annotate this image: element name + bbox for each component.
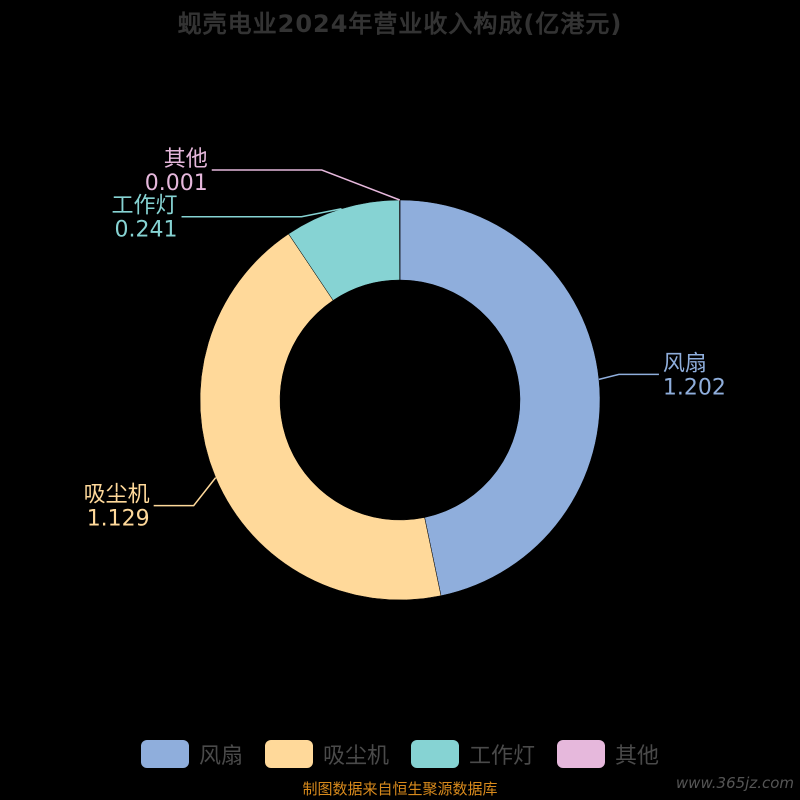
legend-swatch: [411, 740, 459, 768]
legend-label: 吸尘机: [322, 744, 389, 769]
legend-label: 工作灯: [469, 744, 536, 769]
legend-item-其他[interactable]: 其他: [557, 738, 659, 770]
pie-slice-吸尘机[interactable]: [199, 233, 442, 601]
leader-line-风扇: [598, 373, 659, 381]
legend-label: 其他: [615, 744, 660, 769]
slice-label-value: 1.202: [663, 375, 726, 400]
slice-label-value: 0.001: [145, 171, 208, 196]
leader-line-其他: [211, 169, 401, 201]
chart-legend: 风扇 吸尘机 工作灯 其他: [0, 738, 800, 770]
legend-swatch: [140, 740, 189, 768]
slice-label-name: 风扇: [663, 351, 707, 376]
legend-item-工作灯[interactable]: 工作灯: [411, 738, 535, 770]
legend-swatch: [264, 740, 313, 768]
slice-label-value: 1.129: [87, 507, 150, 532]
slice-label-name: 吸尘机: [84, 483, 150, 508]
data-source-note: 制图数据来自恒生聚源数据库: [302, 780, 498, 798]
legend-item-风扇[interactable]: 风扇: [140, 738, 243, 770]
slice-label-name: 工作灯: [112, 194, 178, 219]
chart-title: 蚬壳电业2024年营业收入构成(亿港元): [177, 10, 623, 38]
legend-swatch: [557, 740, 606, 768]
slice-label-name: 其他: [164, 147, 208, 172]
legend-item-吸尘机[interactable]: 吸尘机: [264, 738, 389, 770]
legend-label: 风扇: [198, 744, 243, 769]
leader-line-工作灯: [181, 208, 342, 218]
pie-slice-风扇[interactable]: [399, 199, 601, 597]
leader-line-吸尘机: [153, 477, 217, 507]
watermark: www.365jz.com: [675, 774, 794, 792]
slice-label-value: 0.241: [115, 218, 178, 243]
